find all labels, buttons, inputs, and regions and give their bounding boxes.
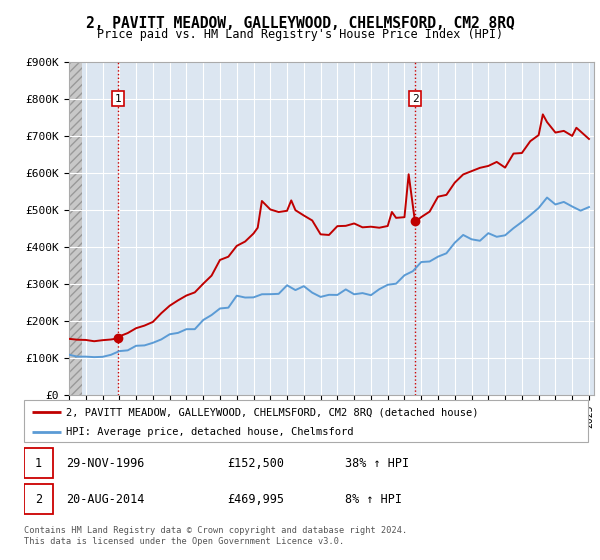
Bar xyxy=(24,449,53,478)
Text: 2: 2 xyxy=(35,493,42,506)
Text: 1: 1 xyxy=(35,457,42,470)
Text: Price paid vs. HM Land Registry's House Price Index (HPI): Price paid vs. HM Land Registry's House … xyxy=(97,28,503,41)
Text: 2, PAVITT MEADOW, GALLEYWOOD, CHELMSFORD, CM2 8RQ (detached house): 2, PAVITT MEADOW, GALLEYWOOD, CHELMSFORD… xyxy=(66,407,479,417)
Text: 38% ↑ HPI: 38% ↑ HPI xyxy=(346,457,410,470)
Text: 20-AUG-2014: 20-AUG-2014 xyxy=(66,493,145,506)
Bar xyxy=(69,62,82,395)
Text: £152,500: £152,500 xyxy=(227,457,284,470)
Text: 2: 2 xyxy=(412,94,418,104)
Bar xyxy=(24,484,53,514)
Text: HPI: Average price, detached house, Chelmsford: HPI: Average price, detached house, Chel… xyxy=(66,427,354,437)
Text: £469,995: £469,995 xyxy=(227,493,284,506)
Text: 8% ↑ HPI: 8% ↑ HPI xyxy=(346,493,403,506)
Text: Contains HM Land Registry data © Crown copyright and database right 2024.
This d: Contains HM Land Registry data © Crown c… xyxy=(24,526,407,546)
Text: 1: 1 xyxy=(115,94,121,104)
Text: 29-NOV-1996: 29-NOV-1996 xyxy=(66,457,145,470)
Text: 2, PAVITT MEADOW, GALLEYWOOD, CHELMSFORD, CM2 8RQ: 2, PAVITT MEADOW, GALLEYWOOD, CHELMSFORD… xyxy=(86,16,514,31)
